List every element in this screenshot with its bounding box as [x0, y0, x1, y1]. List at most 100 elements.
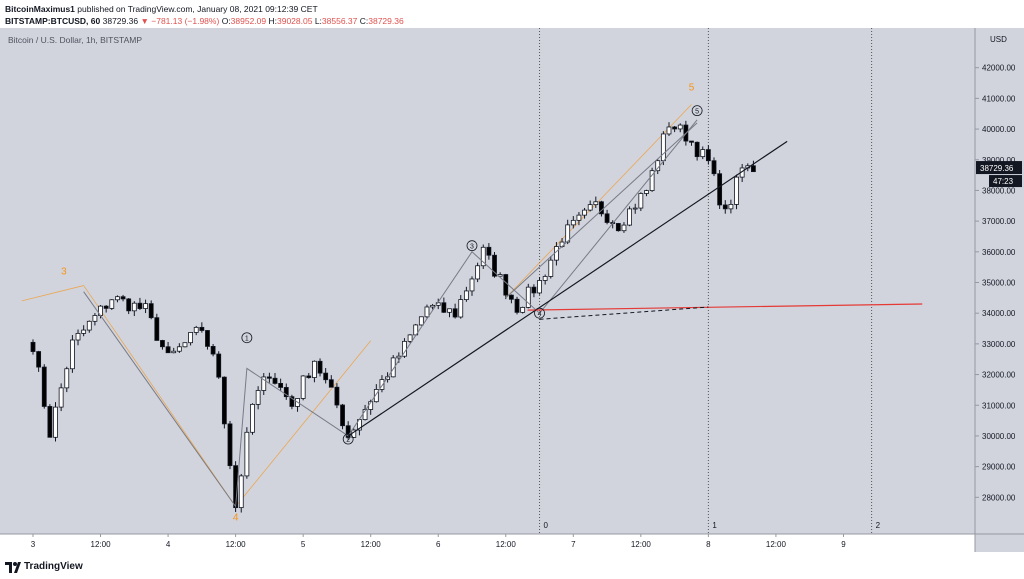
candle-body: [548, 259, 554, 277]
candle-body: [36, 351, 42, 368]
support-trend-line: [347, 140, 788, 437]
chart-header: BitcoinMaximus1 published on TradingView…: [0, 0, 1024, 28]
candle-body: [205, 330, 210, 347]
wave-label-circle: [534, 307, 545, 319]
candle-body: [447, 308, 452, 313]
candle-body: [176, 346, 182, 352]
candle-body: [424, 306, 430, 318]
last-price-label: 38729.36: [980, 164, 1014, 173]
time-tick-label: 12:00: [766, 540, 787, 549]
candle-body: [700, 149, 706, 158]
high-label: H:: [268, 16, 278, 26]
wave-label-orange: 4: [233, 513, 239, 524]
high-value: 39028.05: [277, 16, 313, 26]
candle-body: [660, 133, 666, 162]
wave-label-circled: 2: [346, 437, 350, 444]
price-axis-background: [975, 28, 1024, 552]
price-tick-label: 35000.00: [982, 279, 1016, 288]
publish-line: BitcoinMaximus1 published on TradingView…: [5, 4, 318, 14]
footer: TradingView: [0, 556, 1024, 579]
candle-body: [666, 126, 672, 135]
candle-body: [69, 339, 75, 370]
candle-body: [182, 342, 188, 348]
candle-body: [638, 193, 644, 209]
resistance-line: [527, 303, 923, 311]
price-tick-label: 31000.00: [982, 401, 1016, 410]
candle-body: [379, 379, 385, 390]
candle-body: [604, 213, 610, 223]
wave-label-circle: [241, 332, 253, 344]
candle-body: [531, 286, 537, 294]
candle-body: [340, 404, 345, 427]
low-label: L:: [314, 16, 322, 26]
candle-body: [75, 332, 81, 341]
orange-wave-line: [235, 340, 372, 507]
candle-body: [92, 315, 98, 322]
candle-body: [599, 201, 604, 215]
symbol-line: BITSTAMP:BTCUSD, 60 38729.36 ▼ −781.13 (…: [5, 16, 404, 26]
candle-body: [160, 340, 165, 348]
candle-body: [171, 350, 177, 354]
time-tick-label: 12:00: [91, 540, 112, 549]
candle-body: [407, 334, 413, 342]
chart-area[interactable]: Bitcoin / U.S. Dollar, 1h, BITSTAMP USD 28…: [0, 28, 1024, 552]
candle-body: [300, 375, 306, 399]
time-tick-label: 6: [436, 540, 441, 549]
price-change: −781.13 (−1.98%): [151, 16, 220, 26]
price-tick-label: 38000.00: [982, 186, 1016, 195]
candle-body: [734, 176, 739, 205]
candle-body: [115, 296, 120, 301]
time-tick-label: 9: [841, 540, 846, 549]
candle-body: [503, 274, 509, 296]
fib-time-label: 2: [876, 521, 881, 530]
open-value: 38952.09: [230, 16, 267, 26]
candle-body: [64, 368, 70, 389]
price-chart[interactable]: Bitcoin / U.S. Dollar, 1h, BITSTAMP USD28…: [0, 28, 1024, 552]
candle-body: [261, 376, 267, 391]
wave-label-circled: 3: [470, 244, 474, 251]
candle-body: [137, 302, 143, 309]
candle-body: [621, 224, 627, 232]
candle-body: [672, 126, 678, 130]
candle-body: [244, 431, 250, 477]
price-tick-label: 28000.00: [982, 493, 1016, 502]
countdown-label: 47:23: [993, 177, 1014, 186]
author-name[interactable]: BitcoinMaximus1: [5, 4, 75, 14]
price-tick-label: 30000.00: [982, 432, 1016, 441]
price-tick-label: 37000.00: [982, 217, 1016, 226]
candle-body: [615, 223, 621, 232]
orange-wave-line: [83, 285, 236, 507]
candle-body: [396, 355, 402, 359]
candle-body: [210, 346, 216, 355]
wave-label-orange: 3: [61, 267, 67, 278]
wave-label-orange: 5: [689, 82, 695, 93]
candle-body: [154, 317, 160, 341]
candle-body: [542, 276, 548, 281]
candle-body: [469, 278, 475, 292]
price-tick-label: 36000.00: [982, 248, 1016, 257]
candle-body: [441, 302, 447, 313]
candle-body: [452, 308, 458, 318]
candle-body: [109, 299, 115, 309]
candle-body: [317, 360, 323, 374]
candle-body: [570, 219, 576, 226]
candle-body: [53, 406, 58, 438]
candle-body: [283, 387, 289, 398]
price-tick-label: 41000.00: [982, 94, 1016, 103]
candle-body: [272, 377, 278, 384]
candle-body: [508, 294, 514, 300]
candle-body: [334, 386, 340, 406]
candle-body: [148, 303, 154, 319]
candle-body: [593, 201, 599, 206]
change-arrow-icon: ▼: [140, 16, 149, 26]
candle-body: [705, 149, 711, 162]
wave-label-circled: 1: [245, 336, 249, 343]
time-tick-label: 8: [706, 540, 711, 549]
candle-body: [582, 209, 587, 216]
candle-body: [250, 403, 255, 433]
tradingview-brand[interactable]: TradingView: [24, 561, 83, 572]
candle-body: [255, 390, 261, 405]
tradingview-logo-icon[interactable]: [5, 560, 21, 574]
last-price-tag: [976, 161, 1022, 175]
candle-body: [644, 190, 649, 194]
